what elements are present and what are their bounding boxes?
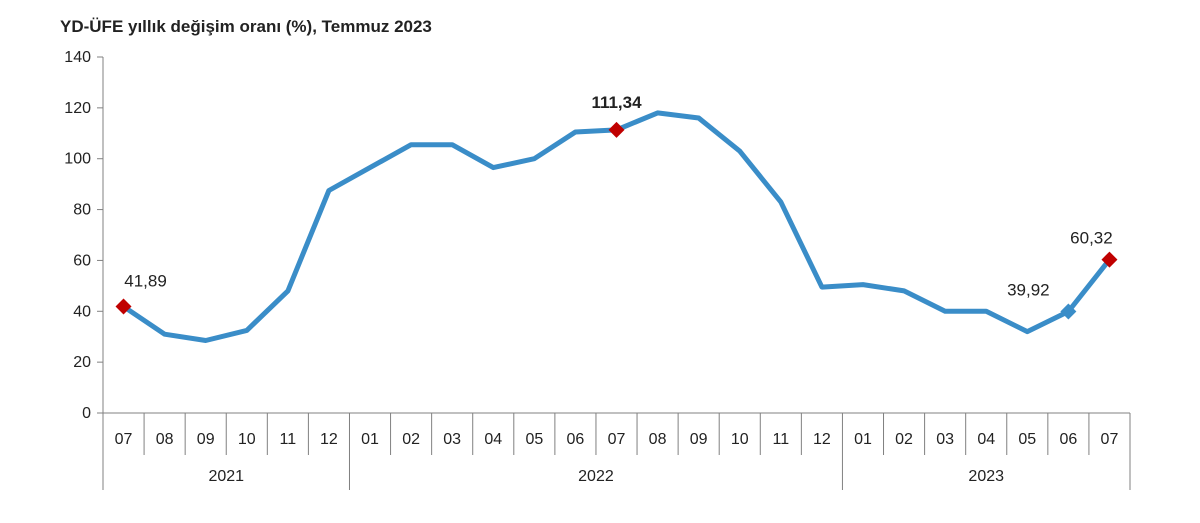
x-category-label: 11 [773,431,790,448]
x-category-label: 05 [1018,431,1036,448]
data-point-marker [1101,251,1118,268]
x-category-label: 08 [156,431,174,448]
data-point-marker [115,298,132,315]
x-category-label: 12 [320,431,338,448]
data-labels: 41,89 111,34 39,92 60,32 [124,93,1112,300]
x-category-label: 05 [525,431,543,448]
data-label: 39,92 [1007,280,1050,299]
chart-axes [102,57,1131,490]
x-category-label: 07 [1101,431,1119,448]
x-category-label: 02 [895,431,913,448]
x-axis-years: 2021 2022 2023 [208,455,1004,490]
x-category-label: 09 [690,431,708,448]
x-category-label: 07 [115,431,133,448]
x-category-label: 04 [977,431,995,448]
series-lines [121,110,1112,343]
x-category-label: 08 [649,431,667,448]
x-category-label: 11 [280,431,297,448]
y-tick-label: 80 [73,202,91,219]
x-category-label: 01 [361,431,379,448]
data-label: 41,89 [124,271,167,290]
x-category-label: 10 [238,431,256,448]
x-category-label: 02 [402,431,420,448]
y-tick-label: 0 [82,405,91,422]
y-tick-label: 60 [73,252,91,269]
data-label: 111,34 [591,93,642,112]
year-label: 2022 [578,468,614,485]
x-category-label: 06 [567,431,585,448]
y-tick-label: 100 [64,151,91,168]
data-point-marker [608,121,625,138]
y-tick-label: 20 [73,354,91,371]
series-line [121,110,1112,343]
year-label: 2023 [968,468,1004,485]
x-category-label: 09 [197,431,215,448]
x-category-label: 06 [1059,431,1077,448]
x-category-label: 10 [731,431,749,448]
y-tick-label: 40 [73,303,91,320]
x-axis-categories: 07 08 09 10 11 12 01 02 03 04 05 06 07 08 09 10 11 12 01 02… [115,413,1119,455]
x-category-label: 01 [854,431,872,448]
x-category-label: 03 [443,431,461,448]
x-category-label: 12 [813,431,831,448]
y-tick-label: 140 [64,49,91,66]
x-category-label: 04 [484,431,502,448]
data-label: 60,32 [1070,229,1113,248]
x-category-label: 07 [608,431,626,448]
data-point-marker [1060,303,1077,320]
year-label: 2021 [208,468,244,485]
y-axis-ticks: 0 20 40 60 80 100 120 140 [64,49,103,422]
x-category-label: 03 [936,431,954,448]
series-markers [115,121,1118,320]
chart-title: YD-ÜFE yıllık değişim oranı (%), Temmuz … [60,17,432,36]
y-tick-label: 120 [64,100,91,117]
